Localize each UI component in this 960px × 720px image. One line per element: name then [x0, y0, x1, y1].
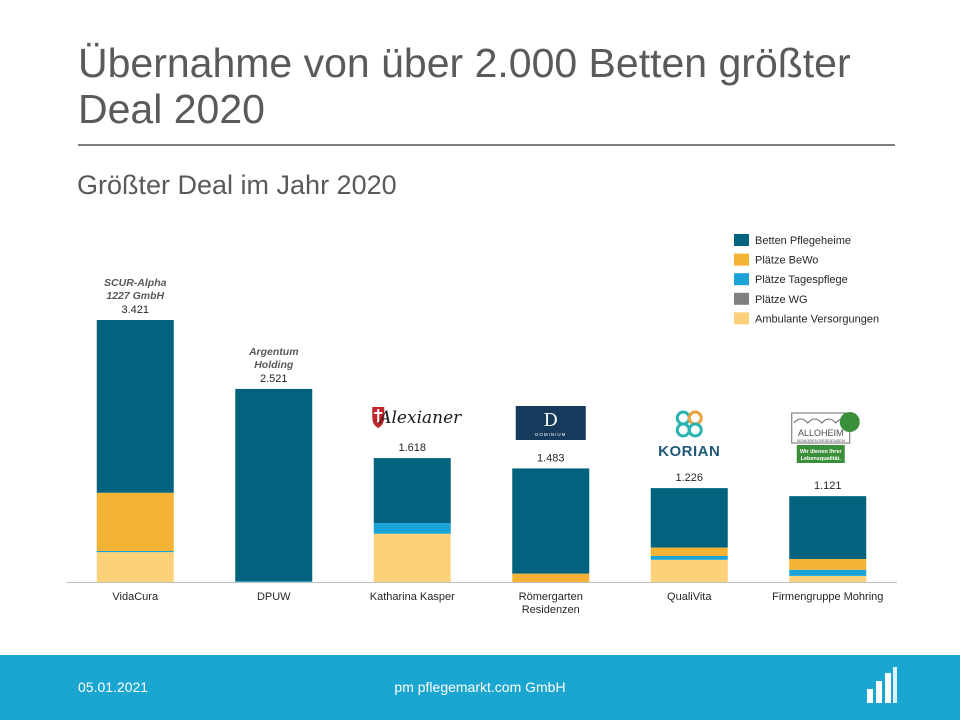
x-tick-label: VidaCura: [112, 591, 159, 603]
bar-segment: [235, 581, 313, 582]
bar-segment: [650, 559, 728, 582]
footer-bar: 05.01.2021 pm pflegemarkt.com GmbH: [0, 655, 960, 720]
bar-segment: [789, 496, 867, 560]
korian-petal-icon: [675, 410, 691, 426]
alloheim-arch-icon: [793, 418, 851, 424]
bar-segment: [96, 320, 174, 493]
bar-segment: [235, 388, 313, 582]
alexianer-cross-icon: [374, 409, 383, 423]
legend-swatch: [734, 312, 749, 325]
korian-logo-icon: KORIAN: [658, 410, 720, 460]
korian-petal-icon: [675, 422, 691, 438]
bar-segment: [373, 533, 451, 582]
data-label-total: 1.121: [814, 480, 842, 492]
data-label-total: 3.421: [121, 304, 149, 316]
legend-label: Plätze Tagespflege: [755, 274, 848, 286]
bar-segment: [789, 575, 867, 582]
legend-swatch: [734, 273, 749, 286]
x-tick-label: Firmengruppe Mohring: [772, 591, 883, 603]
data-label-total: 2.521: [260, 373, 288, 385]
bar-segment: [96, 550, 174, 553]
alloheim-logo-subtext: SENIOREN-RESIDENZEN: [797, 438, 845, 443]
data-label-total: 1.618: [398, 442, 426, 454]
alloheim-tagline-text: Lebensqualität.: [801, 456, 842, 462]
korian-petal-icon: [687, 422, 703, 438]
bar-segment: [373, 523, 451, 534]
data-label-total: 1.226: [675, 472, 703, 484]
bar-annotation: Argentum: [248, 346, 299, 358]
x-tick-label: QualiVita: [667, 591, 712, 603]
x-tick-label: Römergarten: [519, 591, 583, 603]
bar-segment: [789, 569, 867, 576]
x-tick-label: Residenzen: [522, 604, 580, 616]
alloheim-tagline-text: Wir dienen Ihrer: [800, 449, 843, 455]
legend-swatch: [734, 292, 749, 305]
legend-swatch: [734, 253, 749, 266]
alloheim-logo-text: ALLOHEIM: [798, 428, 844, 438]
x-tick-label: DPUW: [257, 591, 291, 603]
alloheim-tagline-box: [796, 445, 845, 463]
bar-segment: [96, 492, 174, 551]
bar-segment: [512, 468, 590, 574]
stacked-bar-chart: 3.421 VidaCura 2.521 DPUW 1.618 Katharina Kas…: [66, 234, 897, 616]
legend-label: Plätze BeWo: [755, 255, 818, 267]
bar-segment: [789, 559, 867, 570]
alexianer-logo-icon: Alexianer: [372, 407, 462, 428]
bar-segment: [650, 555, 728, 560]
page-title-line-1: Übernahme von über 2.000 Betten größter: [78, 40, 851, 86]
legend-label: Betten Pflegeheime: [755, 235, 851, 247]
legend-label: Plätze WG: [755, 294, 808, 306]
bar-segment: [96, 552, 174, 582]
bar-annotation: SCUR-Alpha: [104, 277, 167, 289]
footer-company: pm pflegemarkt.com GmbH: [394, 679, 566, 695]
footer-date: 05.01.2021: [78, 679, 149, 695]
bar-segment: [650, 547, 728, 556]
dominium-logo-text: DOMINIUM: [535, 432, 566, 437]
alexianer-logo-text: Alexianer: [377, 408, 462, 428]
dominium-logo-mark: D: [544, 410, 558, 431]
title-divider: [78, 144, 895, 146]
bar-annotation: 1227 GmbH: [106, 290, 164, 302]
page-subtitle: Größter Deal im Jahr 2020: [77, 170, 397, 200]
bar-segment: [512, 573, 590, 582]
pflegemarkt-bars-logo-icon: [867, 667, 897, 703]
legend-label: Ambulante Versorgungen: [755, 313, 879, 325]
page-title: Übernahme von über 2.000 Betten größter …: [78, 40, 898, 132]
korian-petal-icon: [687, 410, 703, 426]
alloheim-circle-icon: [839, 412, 860, 432]
bar-annotation: Holding: [254, 359, 294, 371]
bar-segment: [373, 458, 451, 524]
korian-logo-text: KORIAN: [658, 443, 720, 460]
page-title-line-2: Deal 2020: [78, 86, 265, 132]
data-label-total: 1.483: [537, 452, 565, 464]
bar-segment: [650, 488, 728, 548]
legend-swatch: [734, 234, 749, 246]
x-tick-label: Katharina Kasper: [370, 591, 455, 603]
dominium-logo-background: [515, 406, 586, 440]
